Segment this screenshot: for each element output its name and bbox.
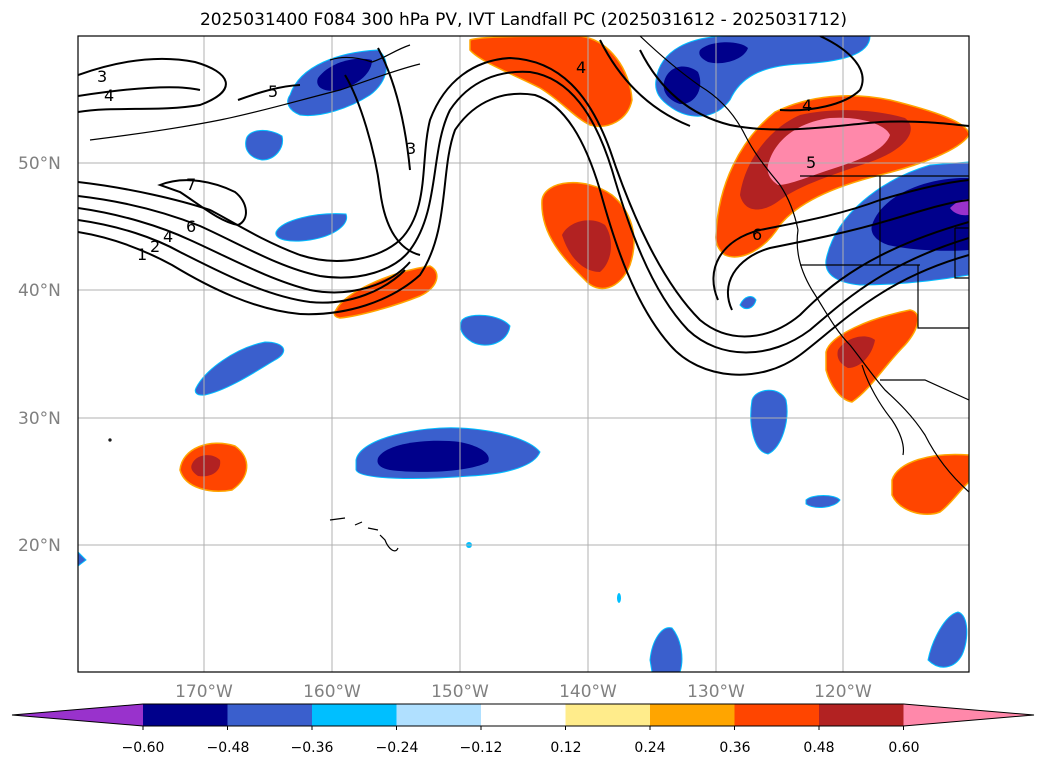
colorbar-extend-right <box>903 704 1034 726</box>
negative-anomaly-region <box>927 611 968 668</box>
contour-label: 1 <box>137 245 147 264</box>
colorbar-bin <box>819 704 904 726</box>
lon-label: 120°W <box>814 682 872 702</box>
colorbar-extend-left <box>12 704 143 726</box>
colorbar-tick-label: 0.60 <box>888 740 919 756</box>
shading-layer <box>78 36 969 672</box>
negative-anomaly-extreme <box>950 199 969 216</box>
latitude-labels: 50°N 40°N 30°N 20°N <box>18 154 61 556</box>
contour-label: 5 <box>268 82 278 101</box>
coastlines <box>89 36 969 552</box>
colorbar-bin <box>143 704 228 726</box>
colorbar-tick-labels: −0.60 −0.48 −0.36 −0.24 −0.12 0.12 0.24 … <box>122 740 920 756</box>
negative-anomaly-core <box>699 42 748 64</box>
colorbar-tick-label: −0.60 <box>122 740 165 756</box>
colorbar-tick-label: 0.24 <box>634 740 665 756</box>
contour-label: 4 <box>163 227 173 246</box>
colorbar <box>11 703 1035 730</box>
map-frame <box>77 35 970 673</box>
lon-label: 170°W <box>175 682 233 702</box>
colorbar-bin <box>312 704 397 726</box>
contour-label: 3 <box>406 139 416 158</box>
positive-anomaly-peak <box>767 117 890 185</box>
negative-anomaly-region <box>649 627 683 672</box>
contour-label: 2 <box>150 237 160 256</box>
negative-anomaly-dot <box>617 593 621 603</box>
colorbar-tick-label: −0.48 <box>207 740 250 756</box>
colorbar-bin <box>396 704 481 726</box>
graticule <box>78 36 969 672</box>
contour-label: 6 <box>752 225 762 244</box>
map-title: 2025031400 F084 300 hPa PV, IVT Landfall… <box>199 10 847 30</box>
colorbar-bin <box>565 704 650 726</box>
contour-label: 4 <box>802 96 812 115</box>
longitude-labels: 170°W 160°W 150°W 140°W 130°W 120°W <box>175 682 872 702</box>
lon-label: 160°W <box>303 682 361 702</box>
lat-label: 20°N <box>18 536 61 556</box>
contour-label: 7 <box>186 175 196 194</box>
contour-label: 4 <box>576 58 586 77</box>
colorbar-bin <box>227 704 312 726</box>
pv-contours <box>78 36 969 376</box>
lat-label: 40°N <box>18 281 61 301</box>
negative-anomaly-core <box>317 58 372 91</box>
colorbar-tick-label: −0.12 <box>460 740 503 756</box>
negative-anomaly-region <box>194 341 285 396</box>
colorbar-bin <box>734 704 819 726</box>
colorbar-tick-label: 0.48 <box>803 740 834 756</box>
positive-anomaly-region <box>333 265 438 319</box>
negative-anomaly-region <box>459 314 511 346</box>
lat-label: 50°N <box>18 154 61 174</box>
colorbar-tick-label: −0.36 <box>291 740 334 756</box>
contour-label: 4 <box>104 86 114 105</box>
contour-label: 3 <box>97 67 107 86</box>
colorbar-tick-label: −0.24 <box>376 740 419 756</box>
negative-anomaly-core <box>871 178 969 251</box>
negative-anomaly-region <box>245 130 284 161</box>
colorbar-bin <box>650 704 735 726</box>
contour-label-group: 3 4 5 3 7 6 4 2 1 4 4 5 6 <box>97 58 816 264</box>
negative-anomaly-region <box>78 551 87 567</box>
negative-anomaly-region <box>739 296 757 310</box>
lat-label: 30°N <box>18 409 61 429</box>
lon-label: 130°W <box>687 682 745 702</box>
positive-anomaly-core <box>191 455 221 477</box>
positive-anomaly-region <box>891 453 969 516</box>
contour-label: 6 <box>186 217 196 236</box>
colorbar-tick-label: 0.12 <box>550 740 581 756</box>
negative-anomaly-region <box>805 495 841 508</box>
contour-label: 5 <box>806 153 816 172</box>
negative-anomaly-region <box>275 213 348 242</box>
colorbar-bin <box>481 704 566 726</box>
colorbar-tick-label: 0.36 <box>719 740 750 756</box>
positive-anomaly-core <box>562 220 612 272</box>
positive-anomaly-region <box>825 309 919 403</box>
negative-anomaly-core <box>377 440 489 472</box>
negative-anomaly-region <box>750 389 788 455</box>
lon-label: 140°W <box>559 682 617 702</box>
lon-label: 150°W <box>431 682 489 702</box>
